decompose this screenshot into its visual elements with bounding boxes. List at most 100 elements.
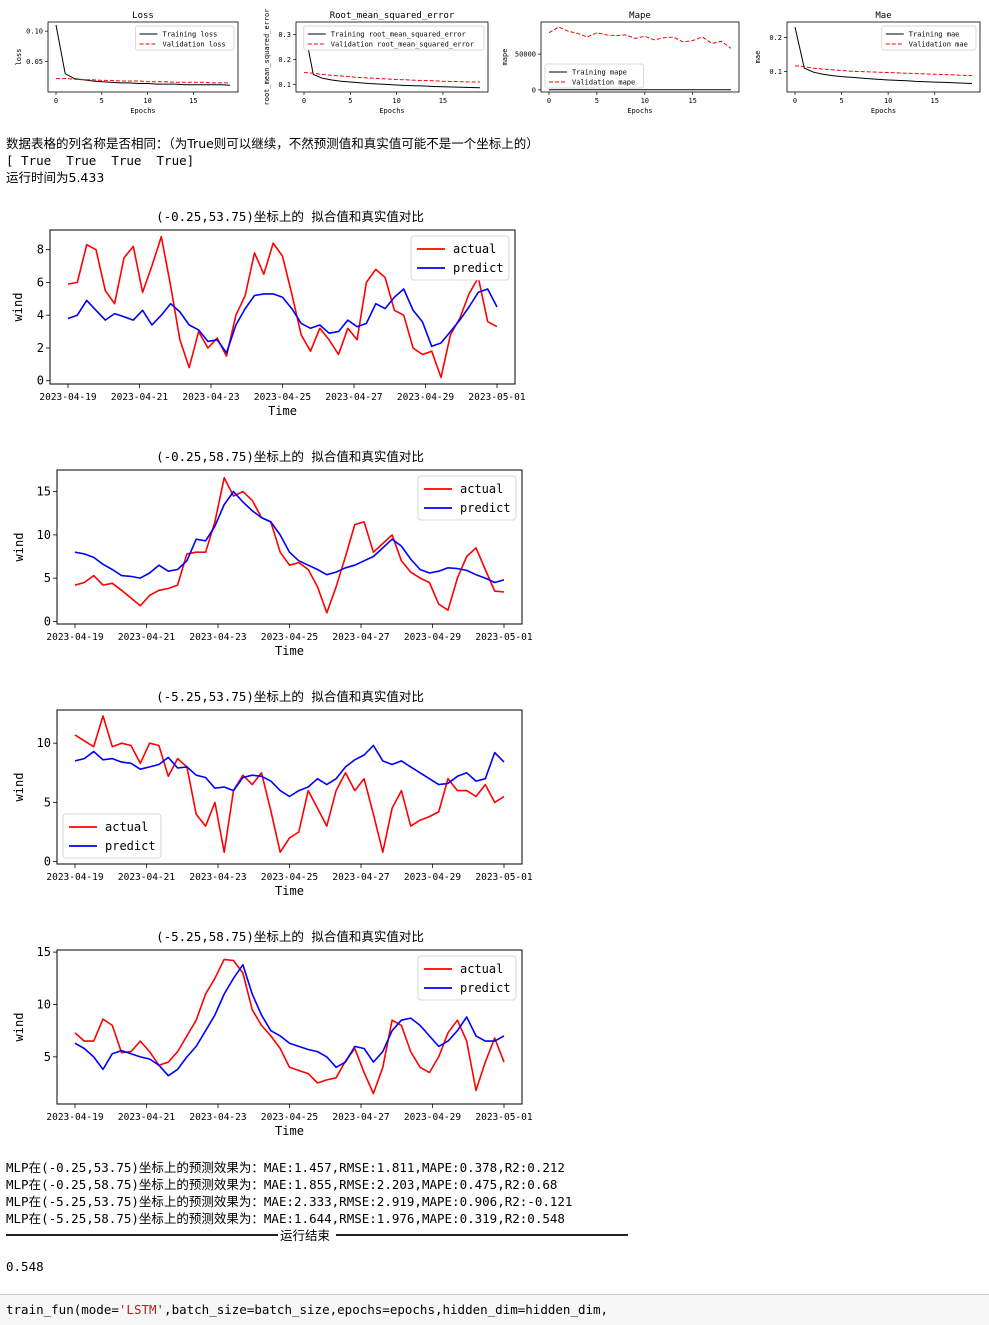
- x-tick-label: 2023-04-27: [332, 632, 389, 643]
- actual-series-line: [67, 235, 498, 379]
- y-tick-label: 0: [44, 855, 51, 869]
- y-axis-label: wind: [12, 1013, 26, 1042]
- y-tick-label: 0: [37, 374, 44, 388]
- runtime-message: 运行时间为5.433: [6, 170, 105, 185]
- x-tick-label: 2023-04-19: [46, 1112, 103, 1123]
- x-tick-label: 2023-04-27: [332, 1112, 389, 1123]
- x-tick-label: 10: [641, 97, 649, 105]
- y-tick-label: 8: [37, 243, 44, 257]
- y-axis-label: wind: [11, 293, 25, 322]
- y-tick-label: 10: [37, 528, 51, 542]
- y-axis-label: wind: [12, 533, 26, 562]
- x-tick-label: 2023-04-23: [182, 392, 239, 403]
- x-tick-label: 15: [688, 97, 696, 105]
- y-axis-label: wind: [12, 773, 26, 802]
- x-axis-label: Time: [268, 404, 297, 418]
- x-tick-label: 2023-04-21: [118, 1112, 175, 1123]
- x-tick-label: 5: [100, 97, 104, 105]
- chart-title: (-0.25,53.75)坐标上的 拟合值和真实值对比: [156, 209, 424, 224]
- fit-chart-2: (-0.25,58.75)坐标上的 拟合值和真实值对比 2023-04-19 202…: [12, 449, 533, 658]
- y-axis-label: loss: [15, 49, 23, 66]
- y-axis-label: mae: [754, 51, 762, 64]
- x-axis-label: Epochs: [627, 107, 652, 115]
- x-tick-label: 2023-04-29: [404, 872, 461, 883]
- y-tick-label: 15: [37, 485, 51, 499]
- y-tick-label: 50000: [515, 51, 536, 59]
- x-tick-label: 0: [547, 97, 551, 105]
- y-tick-label: 0.05: [26, 58, 43, 66]
- x-tick-label: 2023-04-21: [111, 392, 168, 403]
- x-tick-label: 2023-05-01: [475, 1112, 532, 1123]
- legend-predict-label: predict: [460, 501, 511, 515]
- x-tick-label: 2023-04-23: [189, 632, 246, 643]
- actual-series-line: [74, 477, 505, 614]
- x-tick-label: 10: [392, 97, 400, 105]
- chart-title: Mape: [629, 11, 651, 21]
- plot-frame: [295, 21, 489, 93]
- y-tick-label: 5: [44, 1050, 51, 1064]
- y-tick-label: 10: [37, 997, 51, 1011]
- y-tick-label: 15: [37, 945, 51, 959]
- result-line-2: MLP在(-0.25,58.75)坐标上的预测效果为：MAE:1.855,RMS…: [6, 1177, 558, 1192]
- x-tick-label: 10: [884, 97, 892, 105]
- x-tick-label: 2023-04-29: [404, 632, 461, 643]
- legend-validation-label: Validation root_mean_squared_error: [331, 41, 474, 49]
- legend-box: [303, 25, 485, 51]
- legend-training-label: Training root_mean_squared_error: [331, 31, 466, 39]
- legend-training-label: Training mae: [909, 31, 960, 39]
- y-tick-label: 2: [37, 341, 44, 355]
- x-tick-label: 2023-04-25: [261, 632, 318, 643]
- x-tick-label: 0: [302, 97, 306, 105]
- y-tick-label: 0.2: [769, 34, 782, 42]
- x-axis-label: Time: [275, 1124, 304, 1138]
- legend-box: [417, 475, 517, 521]
- code-function: train_fun(mode=: [6, 1302, 119, 1317]
- result-line-1: MLP在(-0.25,53.75)坐标上的预测效果为：MAE:1.457,RMS…: [6, 1160, 565, 1175]
- x-tick-label: 15: [931, 97, 939, 105]
- rmse-chart: Root_mean_squared_error 0 5 10 15 Epochs 0.1 0.…: [263, 9, 489, 115]
- loss-chart: Loss 0 5 10 15 Epochs 0.05 0.10 loss Training los…: [15, 11, 239, 115]
- y-tick-label: 0: [44, 614, 51, 628]
- predict-series-line: [67, 288, 498, 354]
- x-tick-label: 2023-04-25: [261, 872, 318, 883]
- predict-series-line: [74, 744, 505, 798]
- code-cell[interactable]: train_fun(mode='LSTM',batch_size=batch_s…: [0, 1294, 989, 1325]
- legend-actual-label: actual: [460, 482, 503, 496]
- x-tick-label: 2023-04-19: [46, 872, 103, 883]
- x-tick-label: 5: [348, 97, 352, 105]
- code-line[interactable]: train_fun(mode='LSTM',batch_size=batch_s…: [6, 1301, 608, 1318]
- x-axis-label: Time: [275, 884, 304, 898]
- x-tick-label: 15: [439, 97, 447, 105]
- x-tick-label: 0: [793, 97, 797, 105]
- y-tick-label: 0.2: [278, 56, 291, 64]
- x-tick-label: 2023-05-01: [475, 872, 532, 883]
- chart-title: (-0.25,58.75)坐标上的 拟合值和真实值对比: [156, 449, 424, 464]
- x-tick-label: 15: [189, 97, 197, 105]
- code-args: ,batch_size=batch_size,epochs=epochs,hid…: [164, 1302, 609, 1317]
- plot-frame: [786, 21, 981, 93]
- end-separator-left: [6, 1234, 278, 1236]
- legend-actual-label: actual: [460, 962, 503, 976]
- chart-title: (-5.25,58.75)坐标上的 拟合值和真实值对比: [156, 929, 424, 944]
- y-tick-label: 0: [532, 86, 536, 94]
- return-value: 0.548: [6, 1259, 44, 1274]
- training-series-line: [55, 24, 231, 86]
- legend-validation-label: Validation mae: [909, 41, 968, 49]
- y-tick-label: 0.10: [26, 28, 43, 36]
- legend-box: [135, 25, 235, 51]
- legend-actual-label: actual: [105, 820, 148, 834]
- x-tick-label: 5: [595, 97, 599, 105]
- validation-series-line: [56, 78, 230, 84]
- legend-validation-label: Validation loss: [163, 41, 226, 49]
- legend-box: [417, 955, 517, 1001]
- x-axis-label: Epochs: [871, 107, 896, 115]
- legend-box: [881, 25, 977, 51]
- actual-series-line: [74, 958, 505, 1095]
- x-tick-label: 2023-04-27: [325, 392, 382, 403]
- training-series-line: [303, 26, 481, 89]
- legend-validation-label: Validation mape: [572, 79, 635, 87]
- x-tick-label: 2023-04-27: [332, 872, 389, 883]
- y-tick-label: 5: [44, 795, 51, 809]
- predict-series-line: [74, 963, 505, 1077]
